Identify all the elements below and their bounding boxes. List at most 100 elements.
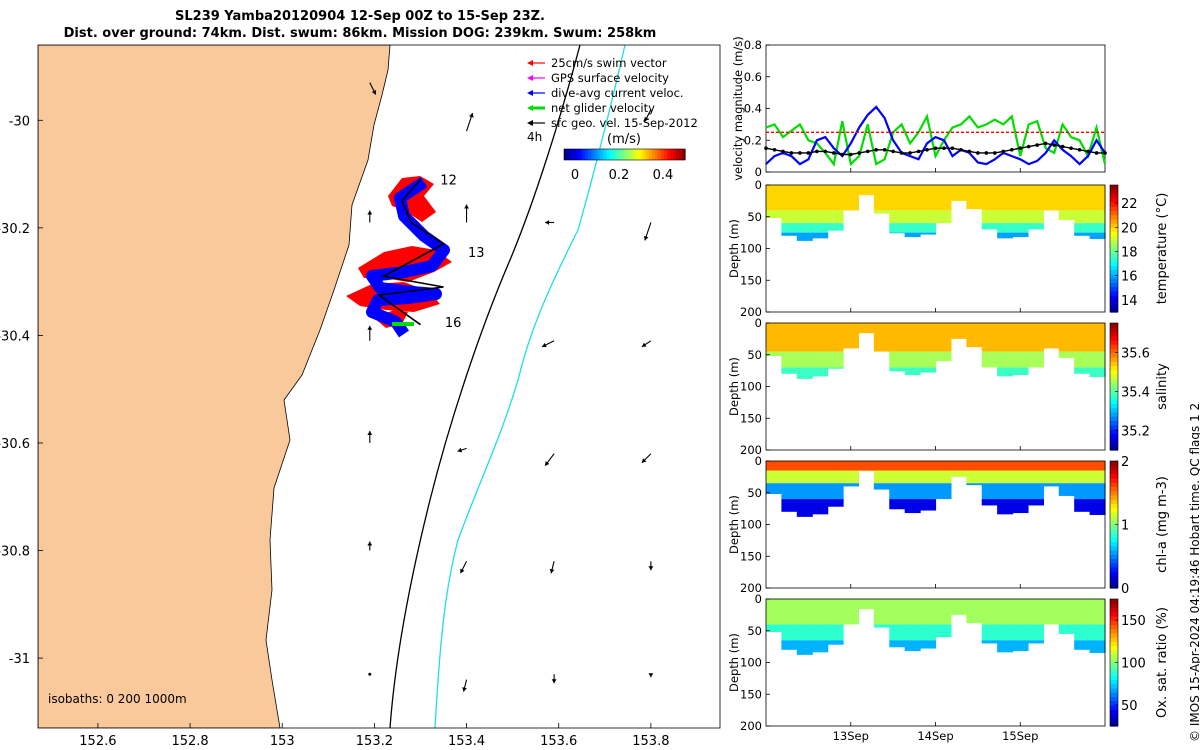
section-colorbar-swatch <box>1110 704 1118 710</box>
colorbar-swatch <box>564 149 568 160</box>
section-colorbar-swatch <box>1110 261 1118 267</box>
section-cell <box>920 470 937 484</box>
colorbar-swatch <box>669 149 674 160</box>
section-ytick-label: 50 <box>747 210 762 224</box>
velocity-point <box>976 151 980 155</box>
section-cell <box>1074 461 1091 471</box>
section-colorbar-swatch <box>1110 378 1118 383</box>
section-cell <box>889 210 906 224</box>
section-cell <box>920 323 937 352</box>
section-cell <box>997 223 1014 233</box>
section-cell <box>920 210 937 224</box>
section-cell <box>812 483 829 500</box>
section-cell <box>1012 470 1029 484</box>
velocity-point <box>772 147 777 152</box>
section-colorbar-swatch <box>1110 433 1118 438</box>
section-cell <box>981 599 998 625</box>
section-cell <box>858 599 875 610</box>
section-colorbar-swatch <box>1110 386 1118 392</box>
section-cell <box>950 599 967 615</box>
time-scale-label: 4h <box>527 130 542 144</box>
colorbar-swatch <box>618 149 623 160</box>
section-cell <box>920 640 937 649</box>
section-cell <box>920 499 937 511</box>
section-cell <box>935 624 952 638</box>
section-colorbar-swatch <box>1110 709 1118 714</box>
colorbar-swatch <box>633 149 638 160</box>
section-cell <box>796 351 813 368</box>
section-colorbar-swatch <box>1110 416 1118 421</box>
colorbar-tick-label: 0.2 <box>609 168 630 183</box>
section-colorbar-swatch <box>1110 717 1118 723</box>
map-xtick-label: 153.6 <box>540 734 577 749</box>
section-colorbar-swatch <box>1110 494 1118 500</box>
legend-entry: 25cm/s swim vector <box>527 56 667 70</box>
section-cell <box>935 351 952 362</box>
geo-velocity-arrow <box>368 672 372 676</box>
section-ytick-label: 100 <box>740 242 762 256</box>
section-cell <box>873 210 890 214</box>
section-cell <box>873 323 890 352</box>
section-cell <box>796 624 813 641</box>
section-cell <box>1043 470 1060 484</box>
velocity-point <box>908 151 912 155</box>
section-colorbar-swatch <box>1110 244 1118 250</box>
section-cell <box>981 323 998 352</box>
section-colorbar-swatch <box>1110 189 1118 195</box>
section-colorbar-swatch <box>1110 549 1118 555</box>
section-colorbar-tick-label: 1 <box>1121 519 1129 534</box>
section-colorbar-swatch <box>1110 628 1118 634</box>
section-cell <box>781 232 798 236</box>
section-ytick-label: 0 <box>755 178 762 192</box>
section-colorbar-swatch <box>1110 641 1118 647</box>
section-ytick-label: 0 <box>755 592 762 606</box>
section-cell <box>981 351 998 368</box>
section-cell <box>1027 185 1044 211</box>
section-colorbar-swatch <box>1110 465 1118 471</box>
section-cell <box>950 185 967 201</box>
colorbar-swatch <box>627 149 632 160</box>
section-colorbar-swatch <box>1110 675 1118 681</box>
section-colorbar-swatch <box>1110 307 1118 313</box>
colorbar-swatch <box>576 149 580 160</box>
section-ylabel: Depth (m) <box>727 219 741 278</box>
section-cell <box>812 351 829 368</box>
section-colorbar-swatch <box>1110 428 1118 434</box>
section-cell <box>1074 351 1091 368</box>
colorbar-swatch <box>579 149 583 160</box>
section-cell <box>781 483 798 500</box>
section-colorbar-swatch <box>1110 670 1118 676</box>
section-cell <box>873 185 890 211</box>
section-colorbar-swatch <box>1110 620 1118 625</box>
map-xtick-label: 153.2 <box>356 734 393 749</box>
section-colorbar-swatch <box>1110 256 1118 262</box>
velocity-point <box>882 147 887 152</box>
section-cell <box>981 624 998 641</box>
section-cell <box>920 461 937 471</box>
section-cell <box>1074 640 1091 650</box>
section-cell <box>1074 470 1091 484</box>
section-cell <box>827 624 844 641</box>
section-ytick-label: 0 <box>755 316 762 330</box>
section-cell <box>1012 185 1029 211</box>
velocity-point <box>925 147 929 152</box>
map-xtick-label: 153 <box>270 734 295 749</box>
section-cell <box>827 499 844 507</box>
chart-title-line-1: SL239 Yamba20120904 12-Sep 00Z to 15-Sep… <box>175 9 545 24</box>
section-colorbar-swatch <box>1110 520 1118 526</box>
section-cell <box>873 624 890 628</box>
section-colorbar-swatch <box>1110 403 1118 409</box>
colorbar-swatch <box>651 149 656 160</box>
colorbar-tick-label: 0 <box>571 168 579 183</box>
section-cell <box>843 461 860 471</box>
section-colorbar-swatch <box>1110 248 1118 254</box>
section-colorbar-swatch <box>1110 537 1118 543</box>
colorbar-swatch <box>663 149 668 160</box>
day-label: 16 <box>445 316 462 331</box>
velocity-point <box>789 151 794 155</box>
day-label: 12 <box>440 173 457 188</box>
section-colorbar-swatch <box>1110 461 1118 466</box>
section-cell <box>796 185 813 211</box>
section-ylabel: Depth (m) <box>727 357 741 416</box>
section-colorbar-swatch <box>1110 252 1118 258</box>
